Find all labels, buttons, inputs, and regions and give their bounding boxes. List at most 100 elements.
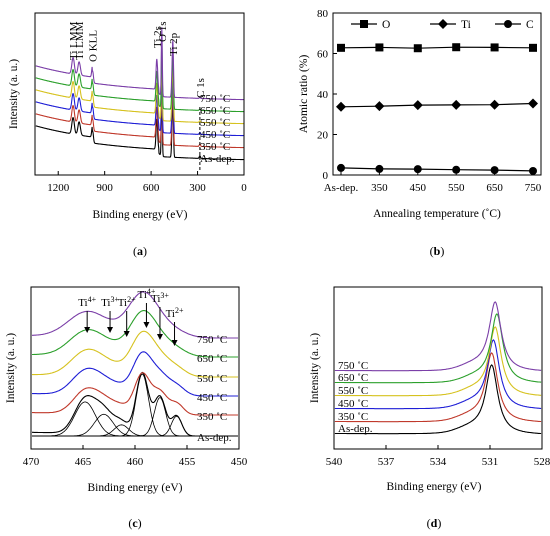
panel-c-peak-label: Ti2+ — [166, 306, 184, 320]
panel-a-series-label: 350 ˚C — [200, 141, 230, 153]
panel-a-curve — [35, 75, 244, 149]
panel-c-series-label: 450 ˚C — [197, 392, 227, 404]
panel-c-ti2p-spectra: Ti4+ Ti3+Ti2+ Ti4+Ti3+Ti2+ As-dep.350 ˚C45… — [5, 286, 248, 530]
panel-c-tick-label: 460 — [127, 456, 144, 468]
panel-c-arrowhead — [123, 331, 130, 337]
panel-b-point-C — [490, 166, 499, 175]
panel-a-series-label: As-dep. — [200, 153, 235, 165]
panel-b-point-C — [375, 164, 384, 173]
panel-d-tick-label: 528 — [534, 456, 550, 468]
panel-a-label: (a) — [133, 244, 147, 258]
panel-c-label: (c) — [128, 516, 141, 530]
panel-d-curve — [334, 352, 542, 423]
panel-a-peak-label: O KLL — [88, 30, 100, 62]
panel-b-xtick-label: 350 — [371, 182, 388, 194]
panel-d-series-label: 350 ˚C — [338, 411, 368, 423]
panel-b-x-ticks: As-dep. 350 450 550 650 750 — [324, 171, 542, 194]
panel-b-ytick-label: 40 — [317, 89, 329, 101]
panel-b-point-O — [452, 43, 461, 52]
panel-b-legend-marker — [504, 20, 512, 28]
panel-a-frame — [34, 12, 245, 176]
panel-c-series-label: 350 ˚C — [197, 411, 227, 423]
panel-a-tick-label: 900 — [96, 182, 113, 194]
panel-b-point-C — [529, 166, 537, 175]
panel-c-arrowhead — [143, 322, 150, 328]
panel-b-point-O — [529, 43, 537, 52]
panel-a-xlabel: Binding energy (eV) — [93, 209, 188, 221]
panel-b-point-O — [375, 43, 384, 52]
panel-b-ylabel: Atomic ratio (%) — [298, 55, 310, 134]
panel-d-x-ticks: 540 537 534 531 528 — [326, 445, 550, 468]
panel-b-y-ticks: 0 20 40 60 80 — [317, 8, 337, 182]
panel-b-xtick-label: As-dep. — [324, 182, 359, 194]
panel-d-xlabel: Binding energy (eV) — [387, 481, 482, 493]
panel-c-x-ticks: 470 465 460 455 450 — [23, 445, 248, 468]
panel-a-series-label: 750 ˚C — [200, 93, 230, 105]
panel-a-curve — [35, 51, 244, 125]
panel-d-curve — [334, 326, 542, 397]
panel-a-series-label: 450 ˚C — [200, 129, 230, 141]
panel-b-point-C — [337, 163, 345, 172]
panel-a-x-ticks: 1200 900 600 300 0 — [47, 171, 247, 194]
panel-d-curves — [334, 301, 542, 435]
panel-c-arrowhead — [171, 340, 178, 346]
panel-a-series-label: 550 ˚C — [200, 117, 230, 129]
panel-b-point-Ti — [336, 101, 346, 112]
panel-a-ylabel: Intensity (a. u.) — [8, 59, 20, 129]
panel-b-xtick-label: 550 — [448, 182, 465, 194]
panel-c-series-labels: As-dep. 350 ˚C 450 ˚C 550 ˚C 650 ˚C 750 ˚C — [197, 334, 232, 444]
panel-b-point-Ti — [374, 101, 385, 112]
panel-b-atomic-ratio: 0 20 40 60 80 As-dep. 350 450 550 650 750 O Ti C At… — [298, 8, 542, 258]
panel-b-line-C — [340, 167, 534, 172]
panel-c-curve — [32, 351, 238, 397]
panel-d-label: (d) — [427, 516, 442, 530]
panel-b-xlabel: Annealing temperature (˚C) — [373, 208, 501, 220]
panel-b-series — [336, 43, 538, 175]
panel-c-peak-label: Ti2+ — [118, 295, 136, 309]
panel-c-arrowhead — [84, 327, 91, 333]
panel-b-line-O — [340, 46, 534, 49]
panel-c-tick-label: 450 — [231, 456, 248, 468]
panel-c-tick-label: 470 — [23, 456, 40, 468]
panel-c-peak-label: Ti4+ — [78, 295, 96, 309]
panel-c-curves — [32, 291, 238, 437]
panel-c-curve — [32, 372, 238, 416]
panel-b-ytick-label: 80 — [317, 8, 329, 20]
panel-c-peak-label: Ti3+ — [101, 295, 119, 309]
panel-b-point-Ti — [412, 100, 423, 111]
panel-b-label: (b) — [430, 244, 445, 258]
panel-b-legend: O Ti C — [351, 19, 534, 31]
panel-c-peak-label: Ti3+ — [151, 291, 169, 305]
panel-b-point-O — [490, 43, 499, 52]
panel-a-curve — [35, 39, 244, 113]
panel-a-curve — [35, 63, 244, 137]
panel-a-peak-label: Ti LMM — [74, 21, 86, 60]
panel-d-tick-label: 531 — [482, 456, 499, 468]
panel-c-tick-label: 465 — [75, 456, 92, 468]
panel-c-series-label: As-dep. — [197, 432, 232, 444]
panel-c-fit-component — [32, 415, 238, 437]
panel-a-tick-label: 0 — [241, 182, 247, 194]
panel-a-peak-label: C 1s — [195, 78, 207, 98]
panel-a-tick-label: 300 — [189, 182, 206, 194]
panel-a-tick-label: 1200 — [47, 182, 70, 194]
panel-a-curve — [35, 27, 244, 101]
panel-c-ylabel: Intensity (a. u.) — [5, 333, 17, 403]
panel-a-curve — [35, 87, 244, 161]
panel-d-series-label: 550 ˚C — [338, 385, 368, 397]
panel-b-point-O — [337, 43, 345, 52]
panel-c-series-label: 550 ˚C — [197, 373, 227, 385]
panel-d-ylabel: Intensity (a. u.) — [309, 333, 321, 403]
panel-d-curve — [334, 313, 542, 384]
panel-b-xtick-label: 750 — [525, 182, 542, 194]
panel-d-series-label: As-dep. — [338, 423, 373, 435]
panel-d-curve — [334, 301, 542, 372]
panel-b-point-O — [413, 44, 422, 53]
panel-a-tick-label: 600 — [143, 182, 160, 194]
panel-c-peak-label: Ti4+ — [137, 287, 155, 301]
